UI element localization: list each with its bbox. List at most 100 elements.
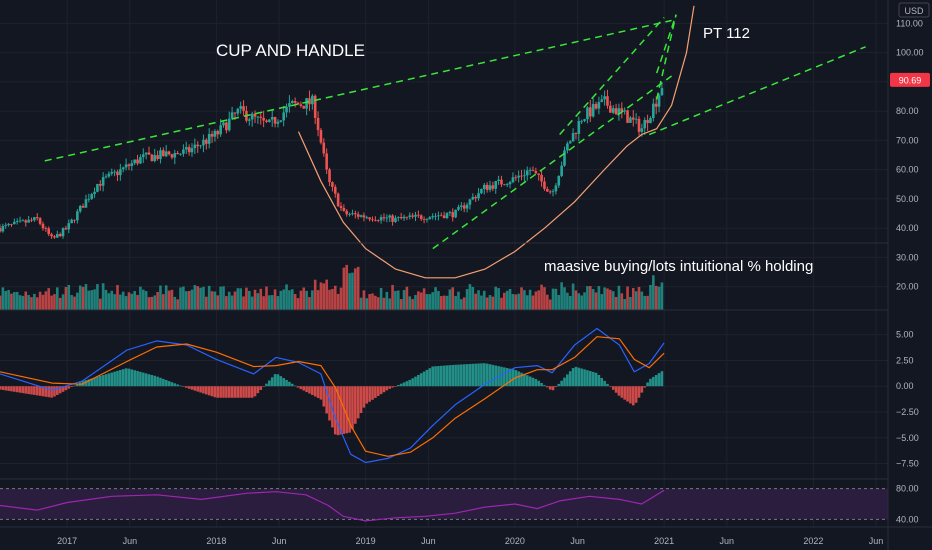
histogram-bar <box>273 374 277 387</box>
histogram-bar <box>566 374 569 387</box>
svg-text:90.69: 90.69 <box>899 75 922 85</box>
axes: 20.0030.0040.0050.0060.0070.0080.0090.00… <box>57 18 923 546</box>
histogram-bar <box>474 363 477 387</box>
histogram-bar <box>213 386 217 398</box>
candle-body <box>18 220 22 222</box>
histogram-bar <box>540 382 543 387</box>
candle-body <box>78 205 82 212</box>
histogram-bar <box>643 386 647 388</box>
histogram-bar <box>176 384 179 387</box>
candle-body <box>614 108 618 115</box>
candle-body <box>21 220 25 222</box>
histogram-bar <box>262 386 265 387</box>
candle-body <box>15 221 19 223</box>
volume-bar <box>296 298 300 310</box>
candle-body <box>557 175 561 186</box>
volume-bar <box>136 294 139 310</box>
volume-bar <box>597 286 601 310</box>
volume-bar <box>18 295 22 310</box>
volume-bar <box>41 294 45 310</box>
histogram-bar <box>113 371 116 387</box>
candle-body <box>7 223 10 226</box>
volume-bar <box>503 292 506 310</box>
histogram-bar <box>577 367 581 387</box>
histogram-bar <box>242 386 245 398</box>
candle-body <box>474 196 477 199</box>
candle-body <box>124 164 128 168</box>
volume-bar <box>342 267 346 310</box>
histogram-bar <box>328 386 331 421</box>
volume-bar <box>273 289 277 310</box>
candle-body <box>101 177 105 186</box>
volume-bar <box>500 297 503 310</box>
histogram-bar <box>546 386 549 388</box>
currency-label[interactable]: USD <box>898 2 930 18</box>
volume-bar <box>411 299 414 310</box>
candle-body <box>173 153 177 158</box>
histogram-bar <box>620 386 624 398</box>
histogram-bar <box>597 374 601 387</box>
histogram-bar <box>153 375 157 387</box>
candle-body <box>70 219 73 224</box>
histogram-bar <box>354 386 357 424</box>
candle-body <box>113 171 116 173</box>
volume-bar <box>525 295 529 310</box>
histogram-bar <box>468 363 472 387</box>
volume-bar <box>405 286 409 310</box>
candle-body <box>660 88 664 96</box>
histogram-bar <box>0 386 2 390</box>
volume-bar <box>382 297 386 310</box>
histogram-bar <box>27 386 30 395</box>
candle-body <box>388 215 392 218</box>
histogram-bar <box>265 383 268 387</box>
candle-body <box>528 170 532 171</box>
histogram-bar <box>150 374 154 387</box>
volume-bar <box>322 283 326 310</box>
histogram-bar <box>53 386 56 397</box>
candle-body <box>480 188 483 194</box>
candle-body <box>331 182 334 187</box>
candle-body <box>0 228 2 232</box>
histogram-bar <box>560 380 563 387</box>
volume-bar <box>368 294 371 310</box>
volume-bar <box>182 286 185 310</box>
histogram-bar <box>471 363 475 387</box>
candle-body <box>517 175 520 178</box>
volume-bar <box>351 272 354 310</box>
histogram-bar <box>445 365 449 387</box>
candle-body <box>520 175 523 177</box>
histogram-bar <box>227 386 231 398</box>
candle-body <box>227 118 231 131</box>
candle-body <box>417 214 420 216</box>
histogram-bar <box>93 377 96 387</box>
histogram-bar <box>270 377 274 387</box>
histogram-bar <box>233 386 237 398</box>
histogram-bar <box>121 369 125 387</box>
histogram-bar <box>376 386 380 397</box>
histogram-bar <box>222 386 225 398</box>
candle-body <box>10 223 13 225</box>
histogram-bar <box>162 378 165 387</box>
candle-body <box>600 99 604 103</box>
volume-bar <box>465 289 469 310</box>
volume-bar <box>548 299 552 310</box>
volume-bar <box>187 290 191 310</box>
volume-bar <box>554 288 558 310</box>
candle-body <box>543 181 546 189</box>
volume-bar <box>591 289 595 310</box>
price-target-label: PT 112 <box>703 25 750 42</box>
volume-bar <box>133 291 136 310</box>
histogram-bar <box>127 368 131 387</box>
histogram-bar <box>563 377 566 387</box>
volume-bar <box>328 289 331 310</box>
volume-bar <box>270 295 274 310</box>
time-tick-label: 2020 <box>505 536 525 546</box>
volume-bar <box>434 287 437 310</box>
candle-body <box>494 181 498 189</box>
drawings <box>44 5 866 279</box>
trendline-breakout-lower <box>655 14 677 100</box>
histogram-bar <box>525 375 529 387</box>
histogram-bar <box>293 385 297 387</box>
histogram-bar <box>394 386 397 387</box>
